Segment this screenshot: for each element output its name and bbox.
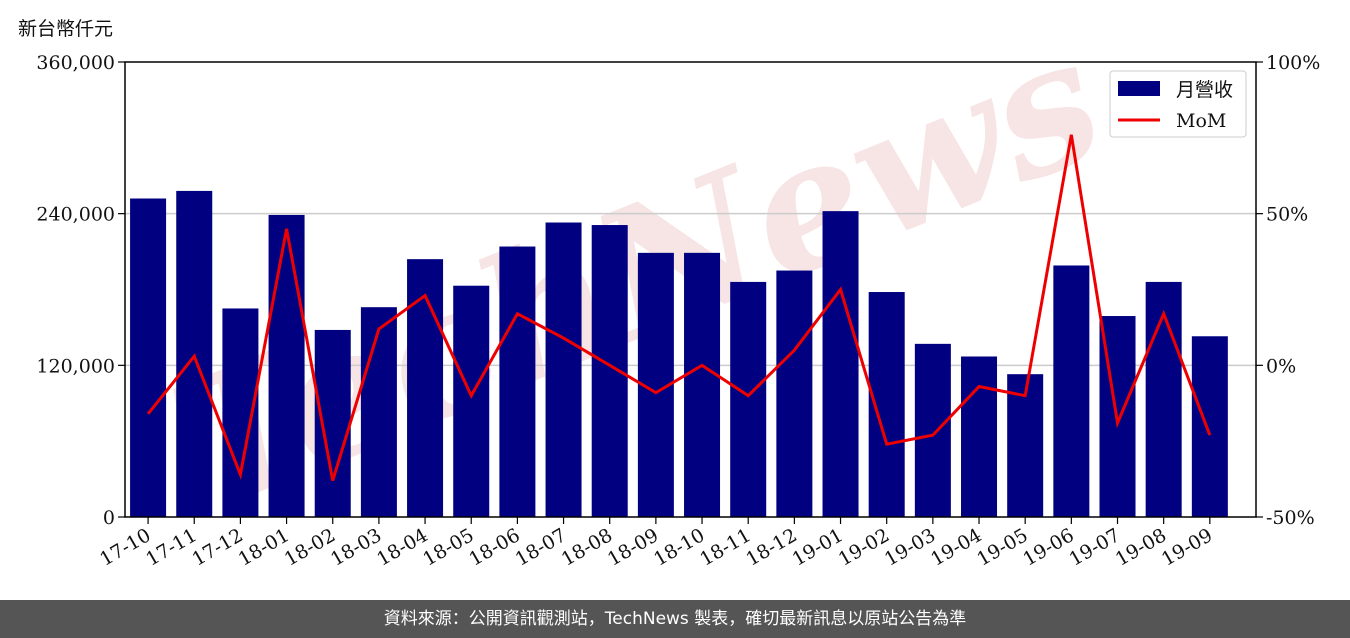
legend-bar-label: 月營收 — [1176, 79, 1233, 101]
legend-line-label: MoM — [1176, 110, 1226, 132]
bar — [407, 259, 444, 517]
bar — [822, 211, 859, 517]
x-tick-label: 18-12 — [742, 524, 800, 570]
x-tick-label: 18-10 — [650, 524, 708, 570]
mom-line — [146, 134, 1212, 482]
x-tick-label: 18-02 — [281, 524, 339, 570]
x-tick-label: 17-10 — [96, 524, 154, 570]
x-tick-label: 18-08 — [558, 524, 616, 570]
bar — [914, 343, 951, 517]
bar — [1191, 336, 1228, 517]
x-tick-label: 18-06 — [465, 524, 523, 570]
x-tick-label: 18-11 — [696, 524, 754, 570]
x-tick-label: 19-09 — [1158, 524, 1216, 570]
left-tick-label: 120,000 — [36, 355, 115, 377]
x-tick-label: 19-02 — [835, 524, 893, 570]
left-tick-label: 360,000 — [36, 52, 115, 74]
x-tick-label: 18-05 — [419, 524, 477, 570]
x-tick-label: 18-03 — [327, 524, 385, 570]
source-footer: 資料來源：公開資訊觀測站，TechNews 製表，確切最新訊息以原站公告為準 — [0, 600, 1350, 638]
bar — [314, 329, 351, 517]
right-tick-label: 100% — [1266, 52, 1320, 74]
bar — [453, 285, 490, 517]
x-tick-label: 17-11 — [142, 524, 200, 570]
bar — [499, 246, 536, 517]
x-tick-label: 19-07 — [1066, 524, 1124, 570]
bar — [1007, 374, 1044, 517]
x-tick-label: 19-03 — [881, 524, 939, 570]
plot-frame — [124, 61, 1257, 518]
bar-series — [130, 190, 1228, 518]
bar — [1145, 281, 1182, 517]
left-tick-label: 0 — [103, 507, 115, 529]
bar — [961, 356, 998, 517]
left-axis: 0 120,000 240,000 360,000 — [36, 52, 125, 529]
right-tick-label: 0% — [1266, 355, 1296, 377]
legend-bar-swatch — [1118, 81, 1160, 96]
bar — [268, 214, 305, 518]
right-axis: -50% 0% 50% 100% — [1256, 52, 1320, 529]
left-tick-label: 240,000 — [36, 204, 115, 226]
bar — [130, 198, 167, 517]
right-tick-label: 50% — [1266, 204, 1308, 226]
bar — [360, 307, 397, 517]
bar — [684, 252, 721, 517]
bar — [776, 270, 813, 517]
bar — [545, 222, 582, 517]
right-tick-label: -50% — [1266, 507, 1315, 529]
x-tick-label: 19-05 — [973, 524, 1031, 570]
bar — [591, 225, 628, 517]
bar — [730, 281, 767, 517]
x-tick-label: 19-08 — [1112, 524, 1170, 570]
legend: 月營收 MoM — [1109, 70, 1247, 138]
x-tick-label: 18-07 — [512, 524, 570, 570]
x-tick-label: 19-04 — [927, 524, 985, 570]
x-tick-label: 19-06 — [1019, 524, 1077, 570]
x-tick-label: 18-09 — [604, 524, 662, 570]
left-axis-unit-label: 新台幣仟元 — [18, 18, 114, 40]
bar — [1053, 265, 1090, 517]
x-tick-label: 18-04 — [373, 524, 431, 570]
x-tick-label: 19-01 — [789, 524, 847, 570]
